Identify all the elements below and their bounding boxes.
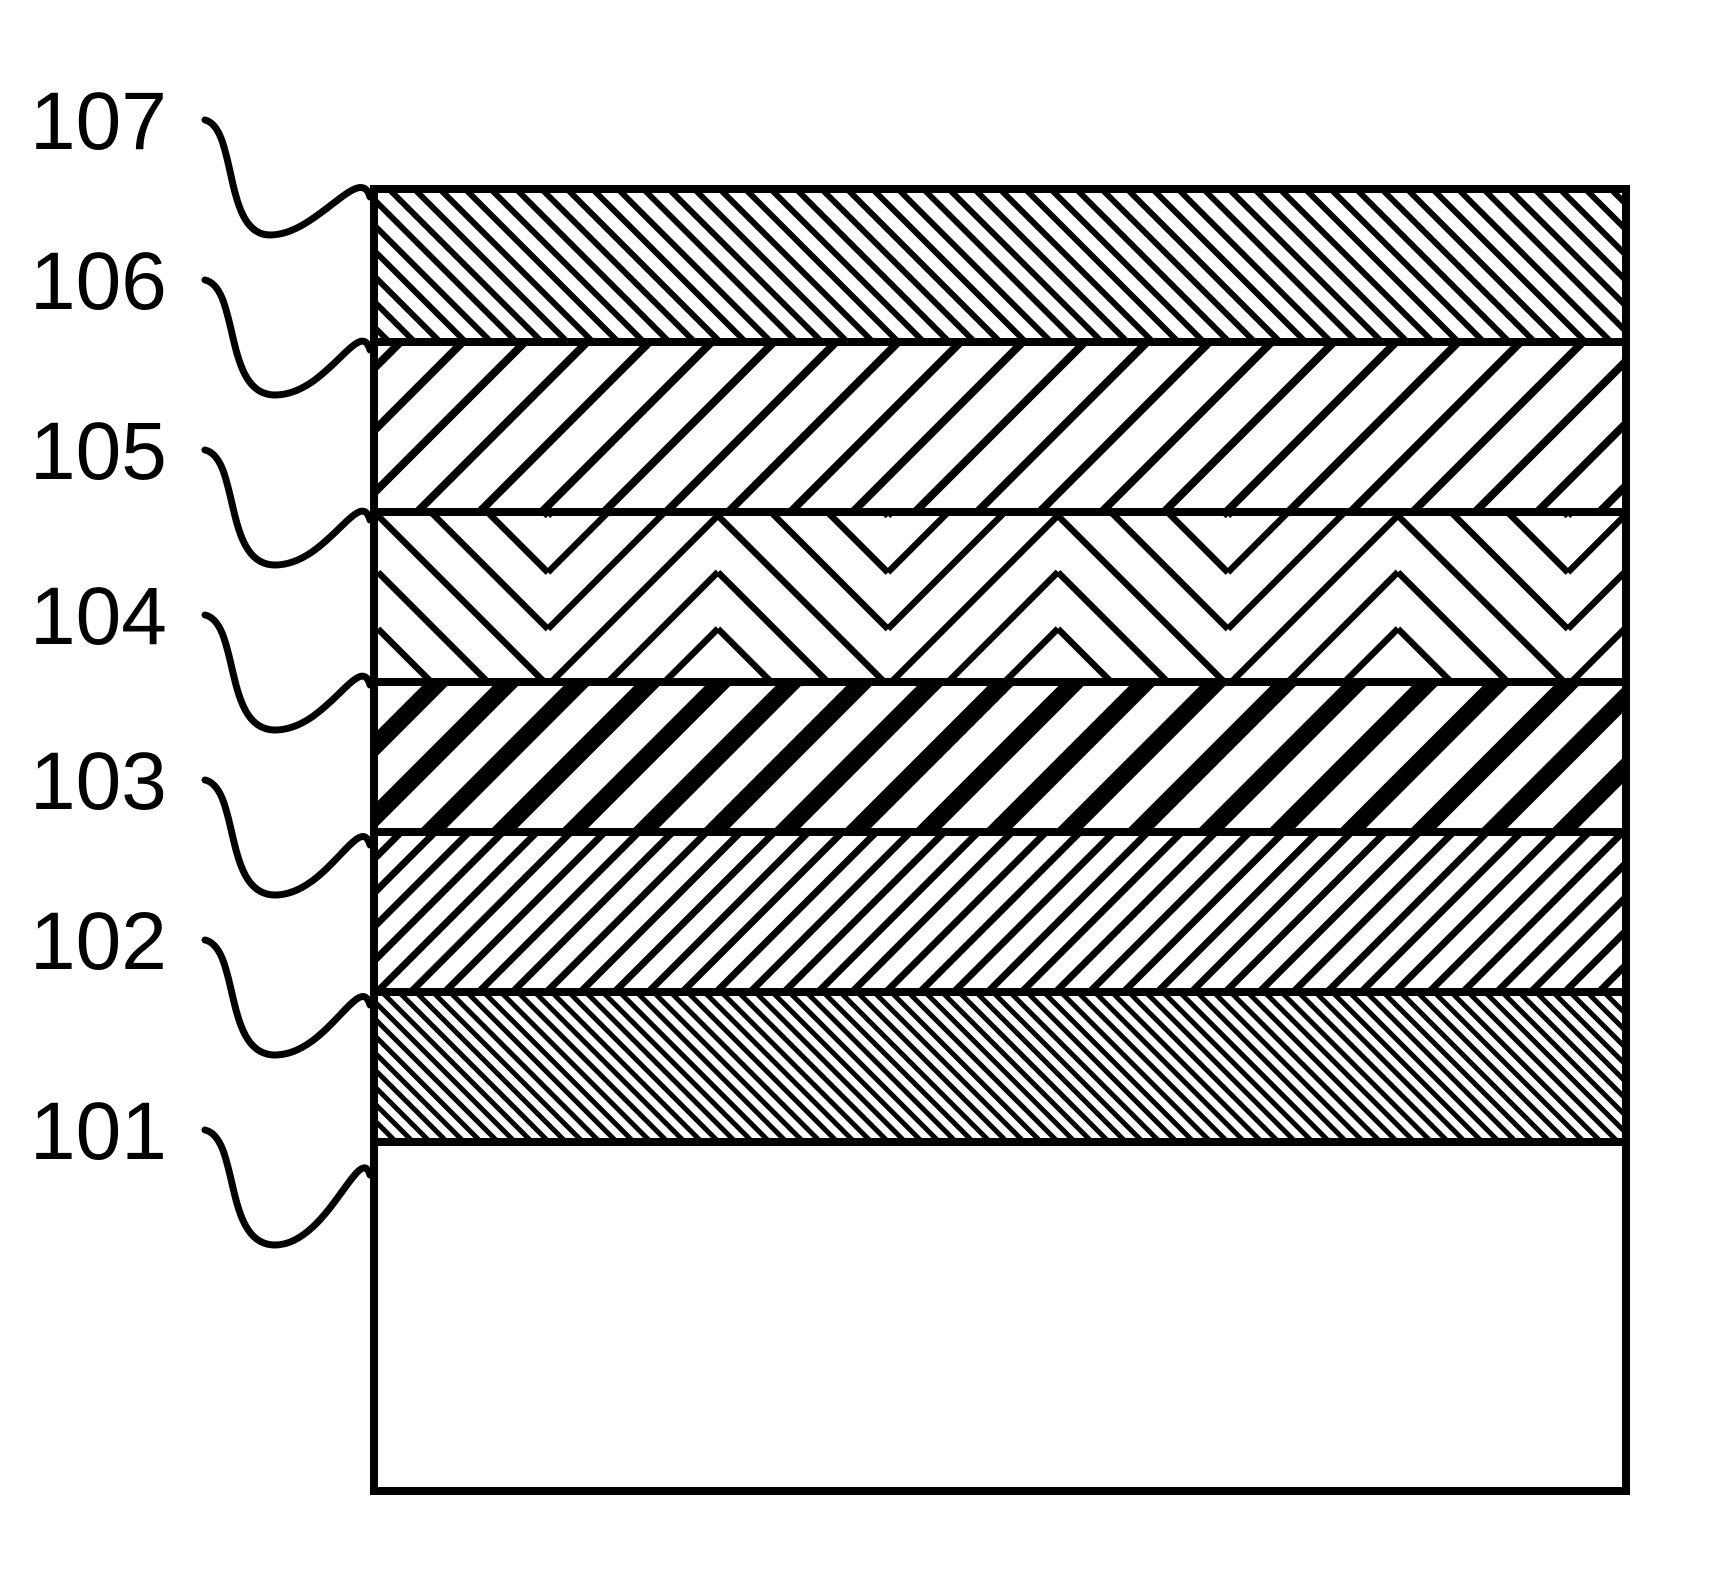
- leader-104: [175, 585, 400, 760]
- label-107: 107: [30, 75, 167, 169]
- layer-102: [378, 988, 1622, 1138]
- label-102: 102: [30, 895, 167, 989]
- leader-107: [175, 90, 400, 265]
- leader-101: [175, 1100, 400, 1275]
- layer-105-hatch: [378, 516, 1622, 678]
- layer-106: [378, 338, 1622, 508]
- leader-106: [175, 250, 400, 425]
- label-103: 103: [30, 735, 167, 829]
- layer-106-hatch: [378, 346, 1622, 508]
- label-104: 104: [30, 570, 167, 664]
- leader-103: [175, 750, 400, 925]
- leader-102: [175, 910, 400, 1085]
- layer-102-hatch: [378, 996, 1622, 1138]
- layer-107-hatch: [378, 193, 1622, 338]
- leader-105: [175, 420, 400, 595]
- layer-103-hatch: [378, 836, 1622, 988]
- layer-104-hatch: [378, 686, 1622, 828]
- layer-stack: [370, 185, 1630, 1495]
- layer-104: [378, 678, 1622, 828]
- layer-105: [378, 508, 1622, 678]
- layer-103: [378, 828, 1622, 988]
- label-106: 106: [30, 235, 167, 329]
- layer-101: [378, 1138, 1622, 1495]
- layer-107: [378, 193, 1622, 338]
- label-101: 101: [30, 1085, 167, 1179]
- label-105: 105: [30, 405, 167, 499]
